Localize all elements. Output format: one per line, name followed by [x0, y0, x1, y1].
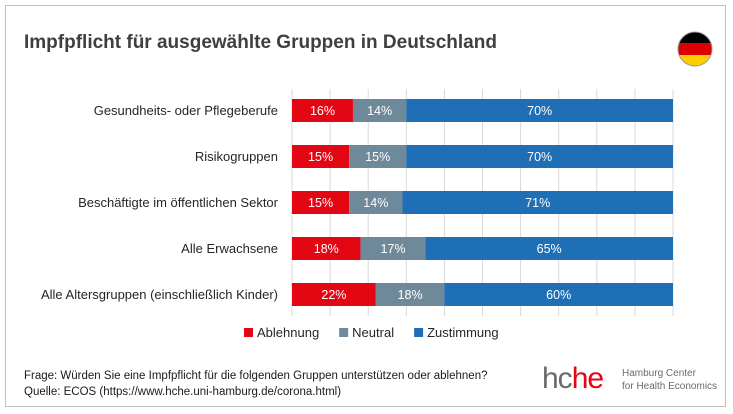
logo-line-1: Hamburg Center — [622, 368, 696, 379]
bar-segment-ablehnung — [292, 99, 353, 122]
bar-segment-neutral — [349, 145, 407, 168]
bar-segment-ablehnung — [292, 283, 376, 306]
bar-segment-ablehnung — [292, 145, 350, 168]
bar-segment-neutral — [360, 237, 426, 260]
bar-value-label: 65% — [537, 242, 562, 256]
bar-value-label: 22% — [321, 288, 346, 302]
bar-value-label: 14% — [367, 104, 392, 118]
hche-logo-mark: hche — [542, 361, 604, 397]
footer-source: Quelle: ECOS (https://www.hche.uni-hambu… — [24, 386, 342, 398]
category-label: Beschäftigte im öffentlichen Sektor — [78, 195, 279, 210]
bar-value-label: 15% — [365, 150, 390, 164]
flag-stripe-black — [678, 32, 712, 43]
bar-segment-neutral — [352, 99, 407, 122]
bar-segment-zustimmung — [406, 99, 673, 122]
category-label: Gesundheits- oder Pflegeberufe — [94, 103, 278, 118]
bar-value-label: 70% — [527, 150, 552, 164]
category-label: Risikogruppen — [195, 149, 278, 164]
hche-logo-text: Hamburg Center for Health Economics — [622, 367, 717, 393]
bar-value-label: 70% — [527, 104, 552, 118]
bar-segment-ablehnung — [292, 237, 361, 260]
bar-segment-neutral — [375, 283, 445, 306]
bar-segment-zustimmung — [444, 283, 673, 306]
bar-value-label: 60% — [546, 288, 571, 302]
flag-stripe-gold — [678, 55, 712, 66]
footer-question: Frage: Würden Sie eine Impfpflicht für d… — [24, 370, 488, 382]
legend-swatch — [414, 328, 424, 337]
logo-mark-hc: hc — [542, 362, 573, 395]
bar-segment-zustimmung — [425, 237, 673, 260]
bar-value-label: 15% — [308, 196, 333, 210]
bar-value-label: 16% — [310, 104, 335, 118]
bar-segment-zustimmung — [402, 191, 673, 214]
bar-value-label: 71% — [525, 196, 550, 210]
chart-footer: Frage: Würden Sie eine Impfpflicht für d… — [24, 368, 488, 400]
bar-value-label: 18% — [398, 288, 423, 302]
bar-value-label: 14% — [363, 196, 388, 210]
legend-swatch — [244, 328, 253, 337]
legend-swatch — [339, 328, 349, 337]
legend-label: Ablehnung — [257, 325, 319, 340]
category-label: Alle Altersgruppen (einschließlich Kinde… — [41, 287, 278, 302]
hche-logo: hche Hamburg Center for Health Economics — [542, 361, 728, 401]
bar-segment-zustimmung — [406, 145, 673, 168]
logo-mark-he: he — [571, 362, 604, 395]
logo-line-2: for Health Economics — [622, 381, 718, 392]
category-label: Alle Erwachsene — [181, 241, 278, 256]
bar-value-label: 17% — [380, 242, 405, 256]
bar-value-label: 18% — [314, 242, 339, 256]
bar-segment-neutral — [349, 191, 403, 214]
legend-label: Neutral — [352, 325, 394, 340]
bar-value-label: 15% — [308, 150, 333, 164]
bar-segment-ablehnung — [292, 191, 350, 214]
chart-frame: Impfpflicht für ausgewählte Gruppen in D… — [5, 5, 726, 407]
stacked-bar-chart: Gesundheits- oder Pflegeberufe 16% 14% 70% R… — [41, 89, 674, 340]
germany-flag-icon — [677, 31, 713, 67]
legend-label: Zustimmung — [427, 325, 499, 340]
chart-title: Impfpflicht für ausgewählte Gruppen in D… — [24, 32, 497, 53]
flag-stripe-red — [678, 43, 712, 55]
